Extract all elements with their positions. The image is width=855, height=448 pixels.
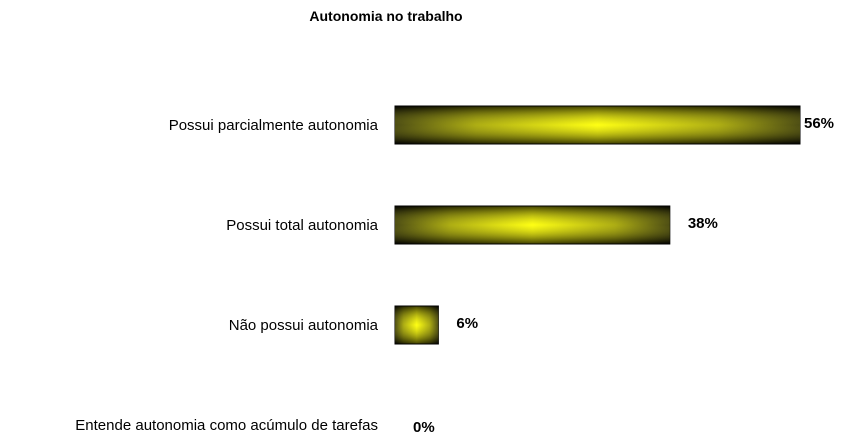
category-label-text: Possui total autonomia <box>226 216 378 234</box>
value-label: 0% <box>413 419 435 436</box>
chart-title: Autonomia no trabalho <box>309 8 463 24</box>
category-label: Não possui autonomia <box>0 305 378 345</box>
category-label: Possui total autonomia <box>0 205 378 245</box>
category-label: Possui parcialmente autonomia <box>0 105 378 145</box>
category-label-text: Possui parcialmente autonomia <box>168 116 378 134</box>
category-label: Entende autonomia como acúmulo de tarefa… <box>0 405 378 445</box>
value-label: 38% <box>687 215 718 232</box>
value-label: 56% <box>804 115 835 132</box>
value-label: 6% <box>456 315 479 332</box>
bar-shade <box>395 206 670 244</box>
category-label-text: Não possui autonomia <box>228 316 378 334</box>
bar-shade <box>395 106 800 144</box>
bar-shade <box>395 306 439 344</box>
category-label-text: Entende autonomia como acúmulo de tarefa… <box>75 416 378 434</box>
